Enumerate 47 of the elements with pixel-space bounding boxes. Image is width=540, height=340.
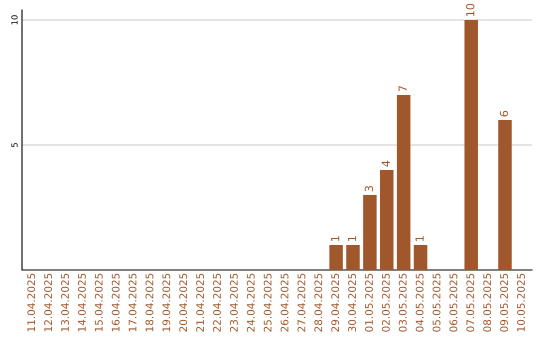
x-tick-label: 10.05.2025 — [517, 274, 525, 332]
data-label: 4 — [382, 160, 390, 167]
x-tick-label: 03.05.2025 — [398, 274, 407, 332]
x-tick-label: 15.04.2025 — [94, 274, 103, 332]
x-tick-label: 25.04.2025 — [264, 274, 272, 332]
x-tick-label: 13.04.2025 — [61, 274, 69, 332]
x-tick-label: 05.05.2025 — [432, 274, 440, 332]
x-tick-label: 26.04.2025 — [280, 274, 288, 332]
x-tick-label: 17.04.2025 — [128, 274, 136, 332]
bar — [498, 120, 512, 270]
x-tick-label: 29.04.2025 — [331, 274, 340, 332]
bar — [380, 170, 394, 270]
data-label: 1 — [331, 236, 340, 241]
x-tick-label: 28.04.2025 — [314, 274, 322, 332]
data-label: 10 — [466, 4, 474, 16]
bar — [329, 245, 343, 270]
x-tick-label: 20.04.2025 — [179, 274, 188, 332]
x-tick-label: 23.04.2025 — [230, 274, 238, 332]
data-label: 1 — [416, 236, 424, 241]
x-tick-label: 01.05.2025 — [365, 274, 373, 332]
bar — [414, 245, 428, 270]
x-tick-label: 18.04.2025 — [145, 274, 154, 332]
x-tick-label: 22.04.2025 — [213, 274, 221, 332]
x-tick-label: 07.05.2025 — [466, 274, 474, 332]
x-tick-label: 12.04.2025 — [44, 274, 52, 332]
x-tick-label: 30.04.2025 — [348, 274, 356, 332]
x-tick-label: 27.04.2025 — [297, 274, 306, 332]
bar — [346, 245, 360, 270]
x-tick-label: 19.04.2025 — [162, 274, 170, 332]
data-label: 7 — [398, 86, 407, 92]
x-tick-label: 08.05.2025 — [483, 274, 492, 332]
bar — [464, 20, 478, 270]
x-tick-label: 06.05.2025 — [449, 274, 458, 332]
x-tick-label: 21.04.2025 — [196, 274, 204, 332]
x-tick-label: 04.05.2025 — [416, 274, 424, 332]
x-tick-label: 02.05.2025 — [382, 274, 390, 332]
data-label: 6 — [500, 110, 508, 116]
x-tick-label: 09.05.2025 — [500, 274, 508, 332]
x-tick-label: 24.04.2025 — [246, 274, 255, 332]
bar — [363, 195, 377, 270]
x-tick-label: 11.04.2025 — [27, 274, 36, 332]
data-label: 1 — [348, 236, 356, 241]
bar — [396, 95, 410, 270]
x-tick-label: 16.04.2025 — [112, 274, 120, 332]
y-tick-label: 5 — [11, 143, 18, 148]
data-label: 3 — [364, 186, 374, 192]
x-tick-label: 14.04.2025 — [78, 274, 86, 332]
